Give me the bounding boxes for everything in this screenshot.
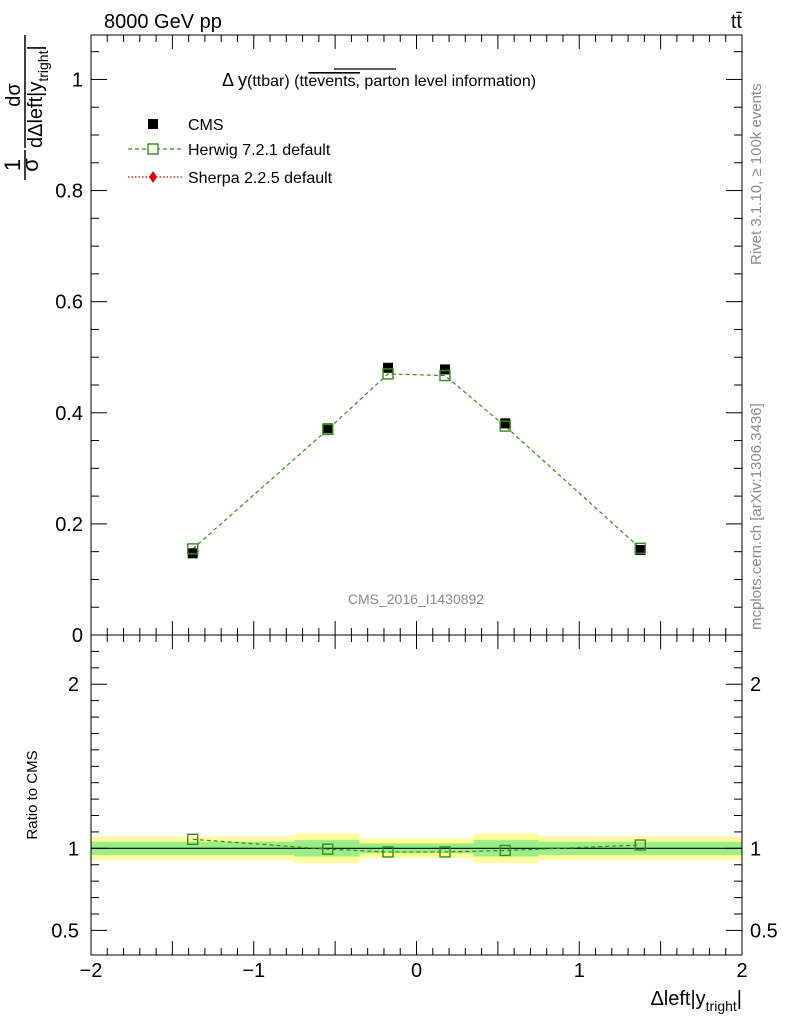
x-axis-label-sub: tright: [706, 998, 737, 1014]
herwig-ratio-point: [322, 843, 334, 855]
plot-title-delta-y: Δ y: [222, 70, 247, 90]
herwig-data-point: [439, 369, 451, 382]
x-axis-label: Δleft|ytright|: [650, 988, 742, 1014]
ratio-series: [187, 833, 646, 858]
cms-data-point: [500, 418, 511, 429]
ratio-y-axis-label: Ratio to CMS: [24, 750, 41, 839]
legend-marker-cms: [148, 119, 158, 129]
herwig-line: [192, 373, 641, 550]
header-energy-label: 8000 GeV pp: [104, 11, 222, 33]
y-label-denominator-end: |: [25, 45, 47, 50]
ratio-y-ticks: 0.5 0.5 1 1 2 2: [51, 650, 778, 942]
legend-label-herwig: Herwig 7.2.1 default: [188, 142, 331, 159]
ratio-panel: 0.5 0.5 1 1 2 2 −2 −1 0 1 2: [51, 634, 778, 982]
cms-data-point: [322, 423, 333, 434]
main-y-tick-label: 0.2: [55, 514, 83, 536]
x-tick-label: 2: [736, 960, 747, 982]
header-process-label: tt̄: [731, 11, 743, 33]
ratio-y-tick-label-left: 1: [68, 838, 79, 860]
ratio-panel-frame: [90, 634, 743, 956]
x-tick-label: −2: [80, 960, 103, 982]
legend-marker-herwig: [147, 143, 159, 155]
herwig-data-point: [634, 542, 646, 555]
main-panel: 0 0.2 0.4 0.6 0.8 1 Δ y(ttbar) (ttevents, par…: [55, 34, 743, 647]
ratio-y-tick-label-right: 0.5: [750, 920, 778, 942]
legend-marker-sherpa: [149, 171, 157, 183]
legend-entry-sherpa: Sherpa 2.2.5 default: [128, 170, 333, 187]
herwig-data-point: [187, 543, 199, 555]
main-y-axis-label: 1 σ dσ dΔleft|ytright|: [0, 35, 51, 180]
herwig-data-point: [382, 368, 394, 380]
main-x-ticks: [90, 35, 743, 635]
herwig-ratio-point: [187, 833, 199, 846]
herwig-data-point: [322, 423, 334, 436]
main-y-ticks: 0 0.2 0.4 0.6 0.8 1: [55, 51, 742, 647]
ratio-y-tick-label-left: 0.5: [51, 920, 79, 942]
ratio-y-tick-label-left: 2: [68, 674, 79, 696]
y-label-denominator-sub: tright: [35, 50, 51, 81]
plot-title-rest: parton level information): [360, 73, 536, 90]
svg-text:Δ y(ttbar) (ttevents, parton l: Δ y(ttbar) (ttevents, parton level infor…: [222, 70, 536, 90]
herwig-ratio-line: [192, 838, 641, 853]
main-y-tick-label: 0.8: [55, 181, 83, 203]
plot-title-overlined: events,: [308, 73, 360, 90]
cms-data-point: [383, 362, 394, 373]
x-tick-label: 1: [574, 960, 585, 982]
legend-label-sherpa: Sherpa 2.2.5 default: [188, 170, 333, 187]
main-y-tick-label: 1: [72, 69, 83, 91]
cms-data-point: [635, 545, 646, 555]
rivet-version-label: Rivet 3.1.10, ≥ 100k events: [748, 83, 765, 265]
x-tick-label: −1: [242, 960, 265, 982]
herwig-ratio-point: [439, 846, 451, 858]
main-y-tick-label: 0.4: [55, 403, 83, 425]
ratio-y-tick-label-right: 1: [750, 838, 761, 860]
legend-entry-cms: CMS: [148, 117, 224, 134]
analysis-watermark: CMS_2016_I1430892: [348, 591, 484, 607]
herwig-data-point: [499, 420, 511, 432]
plot-title-paren: (ttbar) (tt: [247, 73, 309, 90]
legend-entry-herwig: Herwig 7.2.1 default: [128, 142, 331, 159]
y-label-frac-sigma: σ: [18, 158, 43, 172]
main-series: [187, 362, 646, 559]
ratio-x-ticks: −2 −1 0 1 2: [80, 635, 748, 982]
main-y-tick-label: 0: [72, 625, 83, 647]
herwig-ratio-point: [499, 844, 511, 857]
x-axis-label-end: |: [737, 988, 742, 1010]
main-y-tick-label: 0.6: [55, 292, 83, 314]
ratio-y-tick-label-right: 2: [750, 674, 761, 696]
mcplots-reference-label: mcplots.cern.ch [arXiv:1306.3436]: [748, 403, 765, 630]
legend: CMS Herwig 7.2.1 default Sherpa 2.2.5 de…: [128, 117, 333, 187]
svg-text:dΔleft|ytright|: dΔleft|ytright|: [25, 45, 51, 148]
herwig-ratio-point: [382, 846, 394, 858]
y-label-frac-one: 1: [0, 159, 25, 171]
herwig-ratio-point: [634, 839, 646, 851]
plot-title: Δ y(ttbar) (ttevents, parton level infor…: [222, 68, 536, 90]
legend-label-cms: CMS: [188, 117, 224, 134]
y-label-numerator: dσ: [3, 83, 25, 107]
x-tick-label: 0: [411, 960, 422, 982]
y-label-denominator: dΔleft|y: [25, 82, 47, 148]
x-axis-label-main: Δleft|y: [650, 988, 705, 1010]
cms-data-point: [439, 364, 450, 375]
